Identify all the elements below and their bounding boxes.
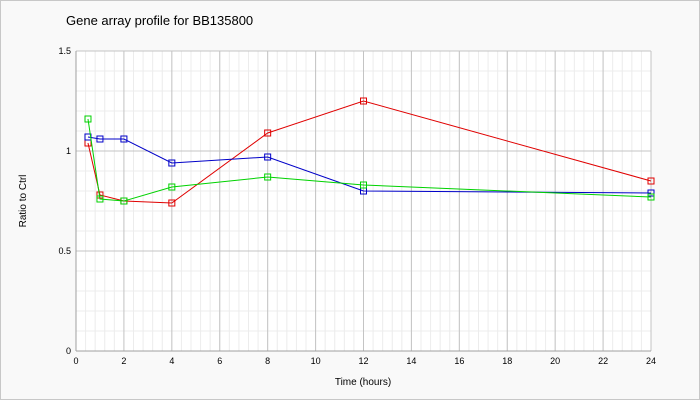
data-point-marker <box>168 159 176 167</box>
y-tick-labels: 0 0.5 1 1.5 <box>58 46 71 356</box>
data-point-marker <box>96 195 104 203</box>
x-tick-label: 6 <box>217 356 222 366</box>
x-tick-label: 4 <box>169 356 174 366</box>
data-point-marker <box>360 181 367 189</box>
data-point-marker <box>360 97 367 105</box>
data-point-marker <box>120 135 128 143</box>
x-tick-label: 18 <box>502 356 512 366</box>
y-axis-label: Ratio to Ctrl <box>18 175 29 228</box>
series-line <box>87 136 652 194</box>
y-tick-label: 1.5 <box>58 46 71 56</box>
data-point-marker <box>647 189 655 197</box>
data-point-marker <box>647 177 655 185</box>
data-point-marker <box>264 173 272 181</box>
x-tick-label: 10 <box>311 356 321 366</box>
major-grid <box>76 50 652 351</box>
x-tick-label: 20 <box>550 356 560 366</box>
x-tick-label: 8 <box>265 356 270 366</box>
chart-title: Gene array profile for BB135800 <box>66 13 253 28</box>
series-3 <box>84 115 655 205</box>
data-point-marker <box>264 153 272 161</box>
x-tick-label: 24 <box>646 356 656 366</box>
x-tick-labels: 0 2 4 6 8 10 12 14 16 18 20 22 24 <box>73 356 656 366</box>
x-tick-label: 16 <box>454 356 464 366</box>
x-tick-label: 14 <box>406 356 416 366</box>
y-tick-label: 0 <box>66 346 71 356</box>
data-point-marker <box>96 135 104 143</box>
x-axis-label: Time (hours) <box>335 377 391 388</box>
y-tick-label: 0.5 <box>58 246 71 256</box>
data-point-marker <box>168 199 176 207</box>
data-point-marker <box>264 129 272 137</box>
data-point-marker <box>168 183 176 191</box>
x-tick-label: 2 <box>121 356 126 366</box>
series-line <box>87 118 652 202</box>
data-point-marker <box>84 115 92 123</box>
y-tick-label: 1 <box>66 146 71 156</box>
x-tick-label: 22 <box>598 356 608 366</box>
series-layer <box>84 97 655 207</box>
data-point-marker <box>120 197 128 205</box>
data-point-marker <box>647 193 655 201</box>
x-tick-label: 0 <box>73 356 78 366</box>
series-line <box>87 100 652 204</box>
x-tick-label: 12 <box>358 356 368 366</box>
